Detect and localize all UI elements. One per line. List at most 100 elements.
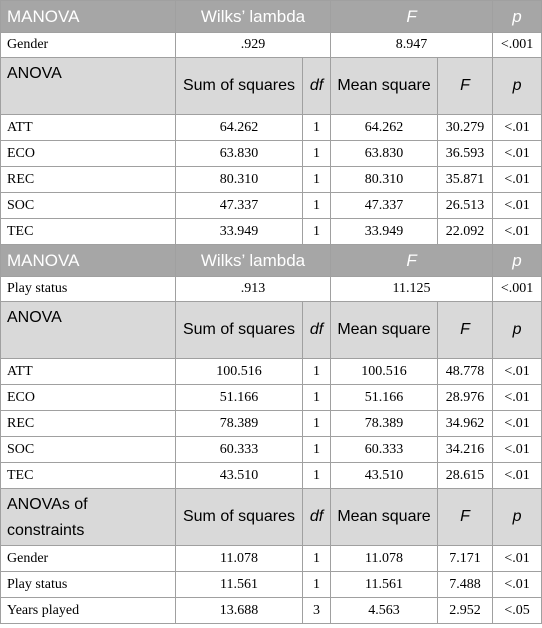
cell: 35.871 xyxy=(437,166,494,193)
cell: 2.952 xyxy=(437,597,494,624)
data: Years played 13.688 3 4.563 2.952 <.05 xyxy=(0,597,542,624)
data: ECO 63.830 1 63.830 36.593 <.01 xyxy=(0,140,542,167)
cell: 64.262 xyxy=(330,114,439,141)
data: TEC 43.510 1 43.510 28.615 <.01 xyxy=(0,462,542,489)
data: Play status 11.561 1 11.561 7.488 <.01 xyxy=(0,571,542,598)
cell: 47.337 xyxy=(330,192,439,219)
cell: 48.778 xyxy=(437,358,494,385)
cell: 7.171 xyxy=(437,545,494,572)
cell: 78.389 xyxy=(330,410,439,437)
cell: ANOVA xyxy=(0,57,176,115)
cell: 1 xyxy=(301,384,332,411)
manova-row: Gender .929 8.947 <.001 xyxy=(0,32,542,58)
cell: p xyxy=(492,0,542,33)
data: SOC 60.333 1 60.333 34.216 <.01 xyxy=(0,436,542,463)
cell: <.01 xyxy=(492,140,542,167)
cell: 100.516 xyxy=(175,358,303,385)
data: TEC 33.949 1 33.949 22.092 <.01 xyxy=(0,218,542,245)
cell: REC xyxy=(0,166,176,193)
cell: Gender xyxy=(0,545,176,572)
cell: F xyxy=(437,301,494,359)
cell: Mean square xyxy=(330,488,439,546)
cell: Sum of squares xyxy=(175,301,303,359)
cell: 1 xyxy=(301,192,332,219)
cell: Gender xyxy=(0,32,176,58)
cell: 43.510 xyxy=(330,462,439,489)
cell: 60.333 xyxy=(175,436,303,463)
cell: 28.615 xyxy=(437,462,494,489)
cell: 51.166 xyxy=(330,384,439,411)
data: ATT 100.516 1 100.516 48.778 <.01 xyxy=(0,358,542,385)
cell: <.05 xyxy=(492,597,542,624)
cell: 1 xyxy=(301,218,332,245)
cell: 34.216 xyxy=(437,436,494,463)
cell: 51.166 xyxy=(175,384,303,411)
cell: 1 xyxy=(301,410,332,437)
cell: Mean square xyxy=(330,57,439,115)
cell: 43.510 xyxy=(175,462,303,489)
cell: p xyxy=(492,488,542,546)
cell: .913 xyxy=(174,276,332,302)
cell: 1 xyxy=(301,436,332,463)
cell: <.01 xyxy=(492,545,542,572)
cell: <.01 xyxy=(492,218,542,245)
cell: 13.688 xyxy=(175,597,303,624)
cell: SOC xyxy=(0,436,176,463)
cell: 1 xyxy=(301,114,332,141)
cell: SOC xyxy=(0,192,176,219)
cell: ATT xyxy=(0,358,176,385)
cell: df xyxy=(301,488,332,546)
cell: 8.947 xyxy=(330,32,494,58)
cell: df xyxy=(301,301,332,359)
cell: F xyxy=(330,244,494,277)
cell: F xyxy=(437,488,494,546)
cell: Play status xyxy=(0,276,176,302)
cell: Mean square xyxy=(330,301,439,359)
cell: MANOVA xyxy=(0,0,176,33)
cell: <.001 xyxy=(492,32,542,58)
cell: 78.389 xyxy=(175,410,303,437)
cell: <.01 xyxy=(492,462,542,489)
cell: p xyxy=(492,57,542,115)
cell: 33.949 xyxy=(175,218,303,245)
cell: 22.092 xyxy=(437,218,494,245)
cell: <.01 xyxy=(492,436,542,463)
data: Gender 11.078 1 11.078 7.171 <.01 xyxy=(0,545,542,572)
manova-row: Play status .913 11.125 <.001 xyxy=(0,276,542,302)
cell: <.01 xyxy=(492,358,542,385)
cell: p xyxy=(492,244,542,277)
cell: 63.830 xyxy=(175,140,303,167)
data: ATT 64.262 1 64.262 30.279 <.01 xyxy=(0,114,542,141)
cell: 1 xyxy=(301,166,332,193)
cell: Years played xyxy=(0,597,176,624)
cell: 1 xyxy=(301,571,332,598)
cell: <.01 xyxy=(492,192,542,219)
cell: REC xyxy=(0,410,176,437)
anova-header: ANOVAs of constraints Sum of squares df Mea… xyxy=(0,488,542,546)
cell: 80.310 xyxy=(330,166,439,193)
cell: 36.593 xyxy=(437,140,494,167)
cell: <.01 xyxy=(492,166,542,193)
data: REC 78.389 1 78.389 34.962 <.01 xyxy=(0,410,542,437)
cell: 1 xyxy=(301,545,332,572)
cell: 11.078 xyxy=(330,545,439,572)
data: ECO 51.166 1 51.166 28.976 <.01 xyxy=(0,384,542,411)
cell: F xyxy=(330,0,494,33)
data: REC 80.310 1 80.310 35.871 <.01 xyxy=(0,166,542,193)
cell: 11.561 xyxy=(330,571,439,598)
cell: 11.125 xyxy=(330,276,494,302)
cell: Wilks’ lambda xyxy=(174,0,332,33)
cell: ATT xyxy=(0,114,176,141)
cell: 28.976 xyxy=(437,384,494,411)
cell: 63.830 xyxy=(330,140,439,167)
data: SOC 47.337 1 47.337 26.513 <.01 xyxy=(0,192,542,219)
cell: <.01 xyxy=(492,410,542,437)
cell: 1 xyxy=(301,358,332,385)
cell: 30.279 xyxy=(437,114,494,141)
cell: <.01 xyxy=(492,114,542,141)
